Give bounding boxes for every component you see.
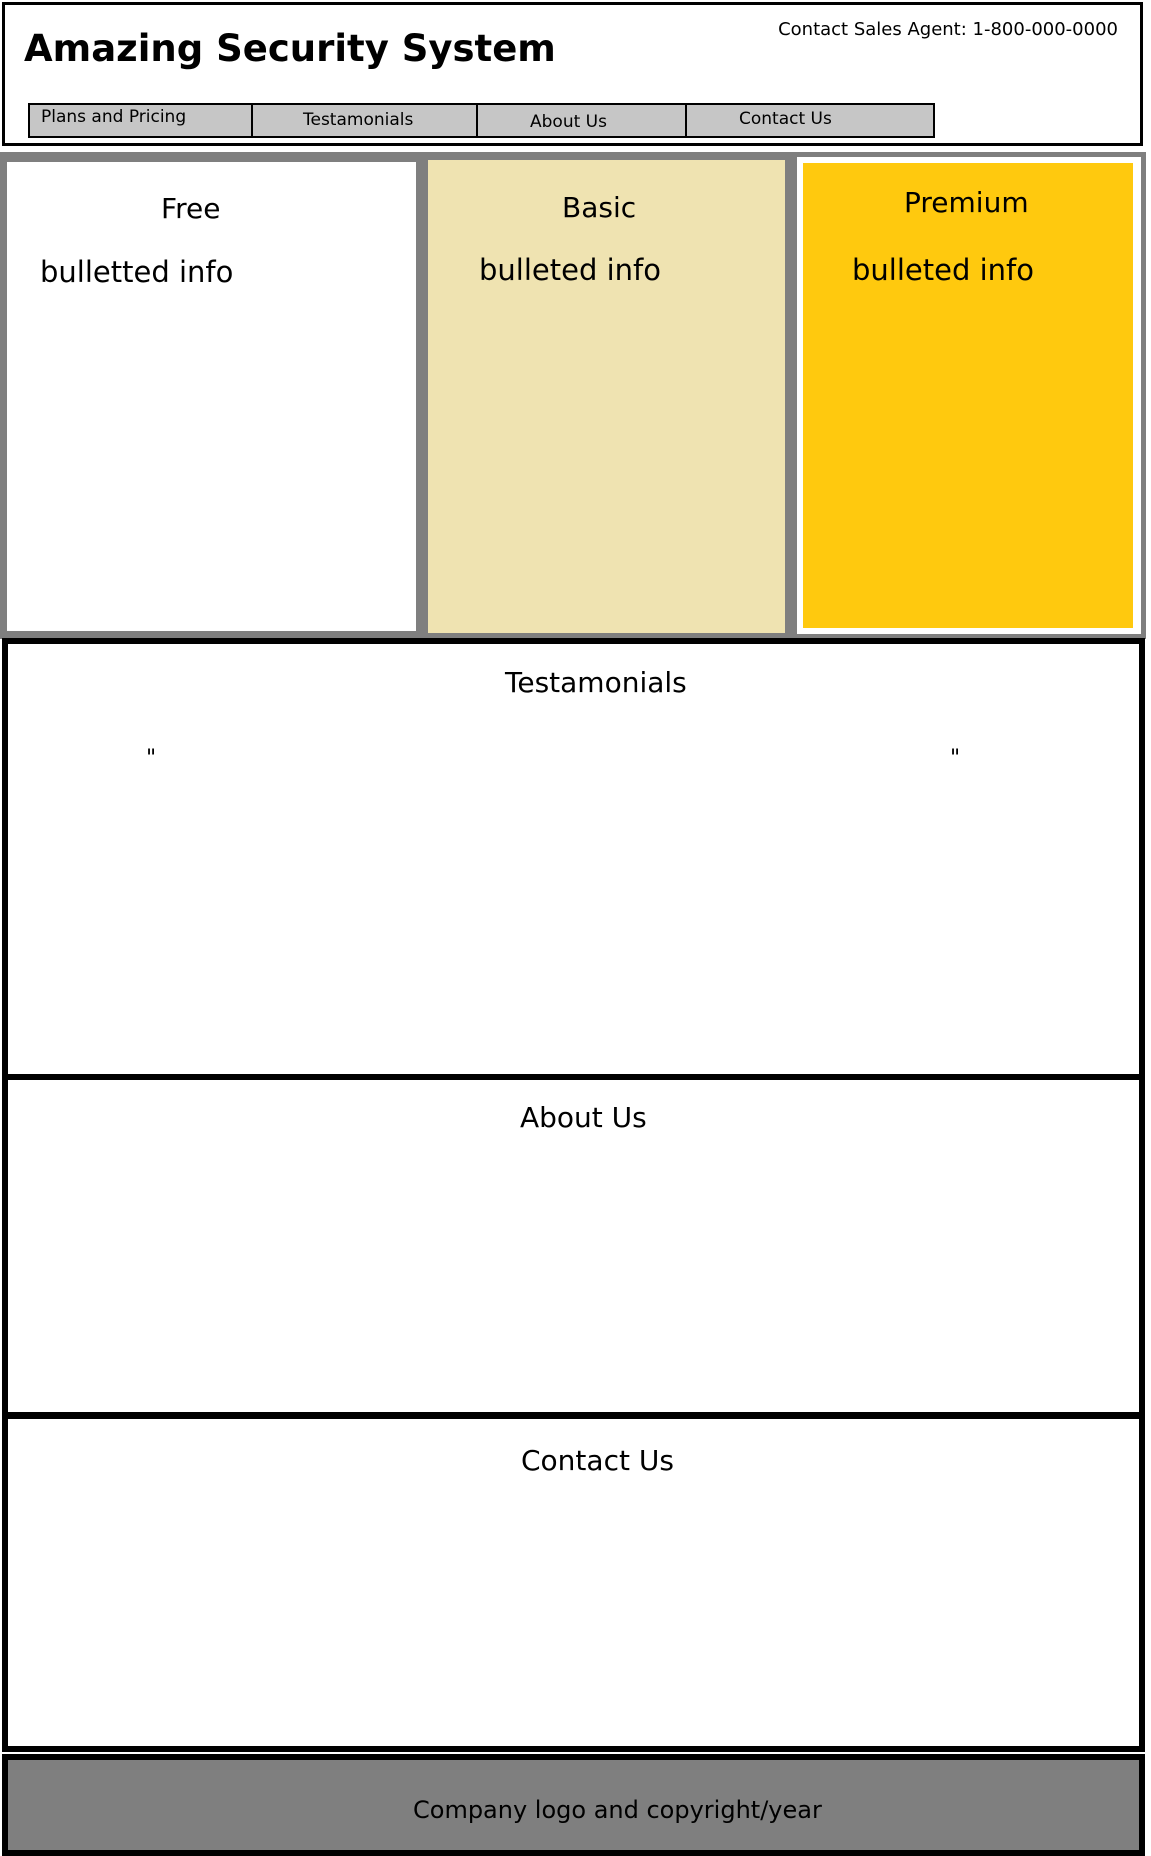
site-title: Amazing Security System xyxy=(24,27,556,70)
nav-testamonials[interactable]: Testamonials xyxy=(251,103,479,138)
nav-label: Contact Us xyxy=(739,109,832,129)
plan-name: Free xyxy=(161,192,221,225)
nav-about-us[interactable]: About Us xyxy=(476,103,688,138)
plan-premium-frame: Premium bulleted info xyxy=(797,157,1141,634)
testimonials-section: Testamonials " " xyxy=(2,638,1145,1080)
section-title: Contact Us xyxy=(521,1444,674,1477)
open-quote-mark: " xyxy=(146,746,157,771)
plan-premium-card: Premium bulleted info xyxy=(803,163,1133,628)
close-quote-mark: " xyxy=(950,746,961,771)
contact-section: Contact Us xyxy=(2,1413,1145,1752)
section-title: Testamonials xyxy=(505,666,687,699)
nav-contact-us[interactable]: Contact Us xyxy=(685,103,935,138)
header: Amazing Security System Contact Sales Ag… xyxy=(2,2,1143,146)
footer: Company logo and copyright/year xyxy=(2,1754,1145,1856)
footer-text: Company logo and copyright/year xyxy=(413,1796,822,1824)
nav-bar: Plans and Pricing Testamonials About Us … xyxy=(28,103,935,138)
plans-section: Free bulletted info Basic bulleted info … xyxy=(0,152,1146,639)
about-section: About Us xyxy=(2,1074,1145,1418)
plan-name: Basic xyxy=(562,191,637,224)
plan-basic-card: Basic bulleted info xyxy=(428,160,785,633)
nav-label: Plans and Pricing xyxy=(41,107,187,127)
nav-label: About Us xyxy=(530,112,607,132)
nav-label: Testamonials xyxy=(303,110,414,130)
plan-name: Premium xyxy=(904,186,1029,219)
plan-info: bulleted info xyxy=(852,253,1034,287)
section-title: About Us xyxy=(520,1101,647,1134)
contact-sales-agent: Contact Sales Agent: 1-800-000-0000 xyxy=(778,19,1118,40)
plan-info: bulletted info xyxy=(40,255,234,289)
plan-free-card: Free bulletted info xyxy=(7,162,416,631)
plan-info: bulleted info xyxy=(479,253,661,287)
nav-plans-and-pricing[interactable]: Plans and Pricing xyxy=(28,103,255,138)
